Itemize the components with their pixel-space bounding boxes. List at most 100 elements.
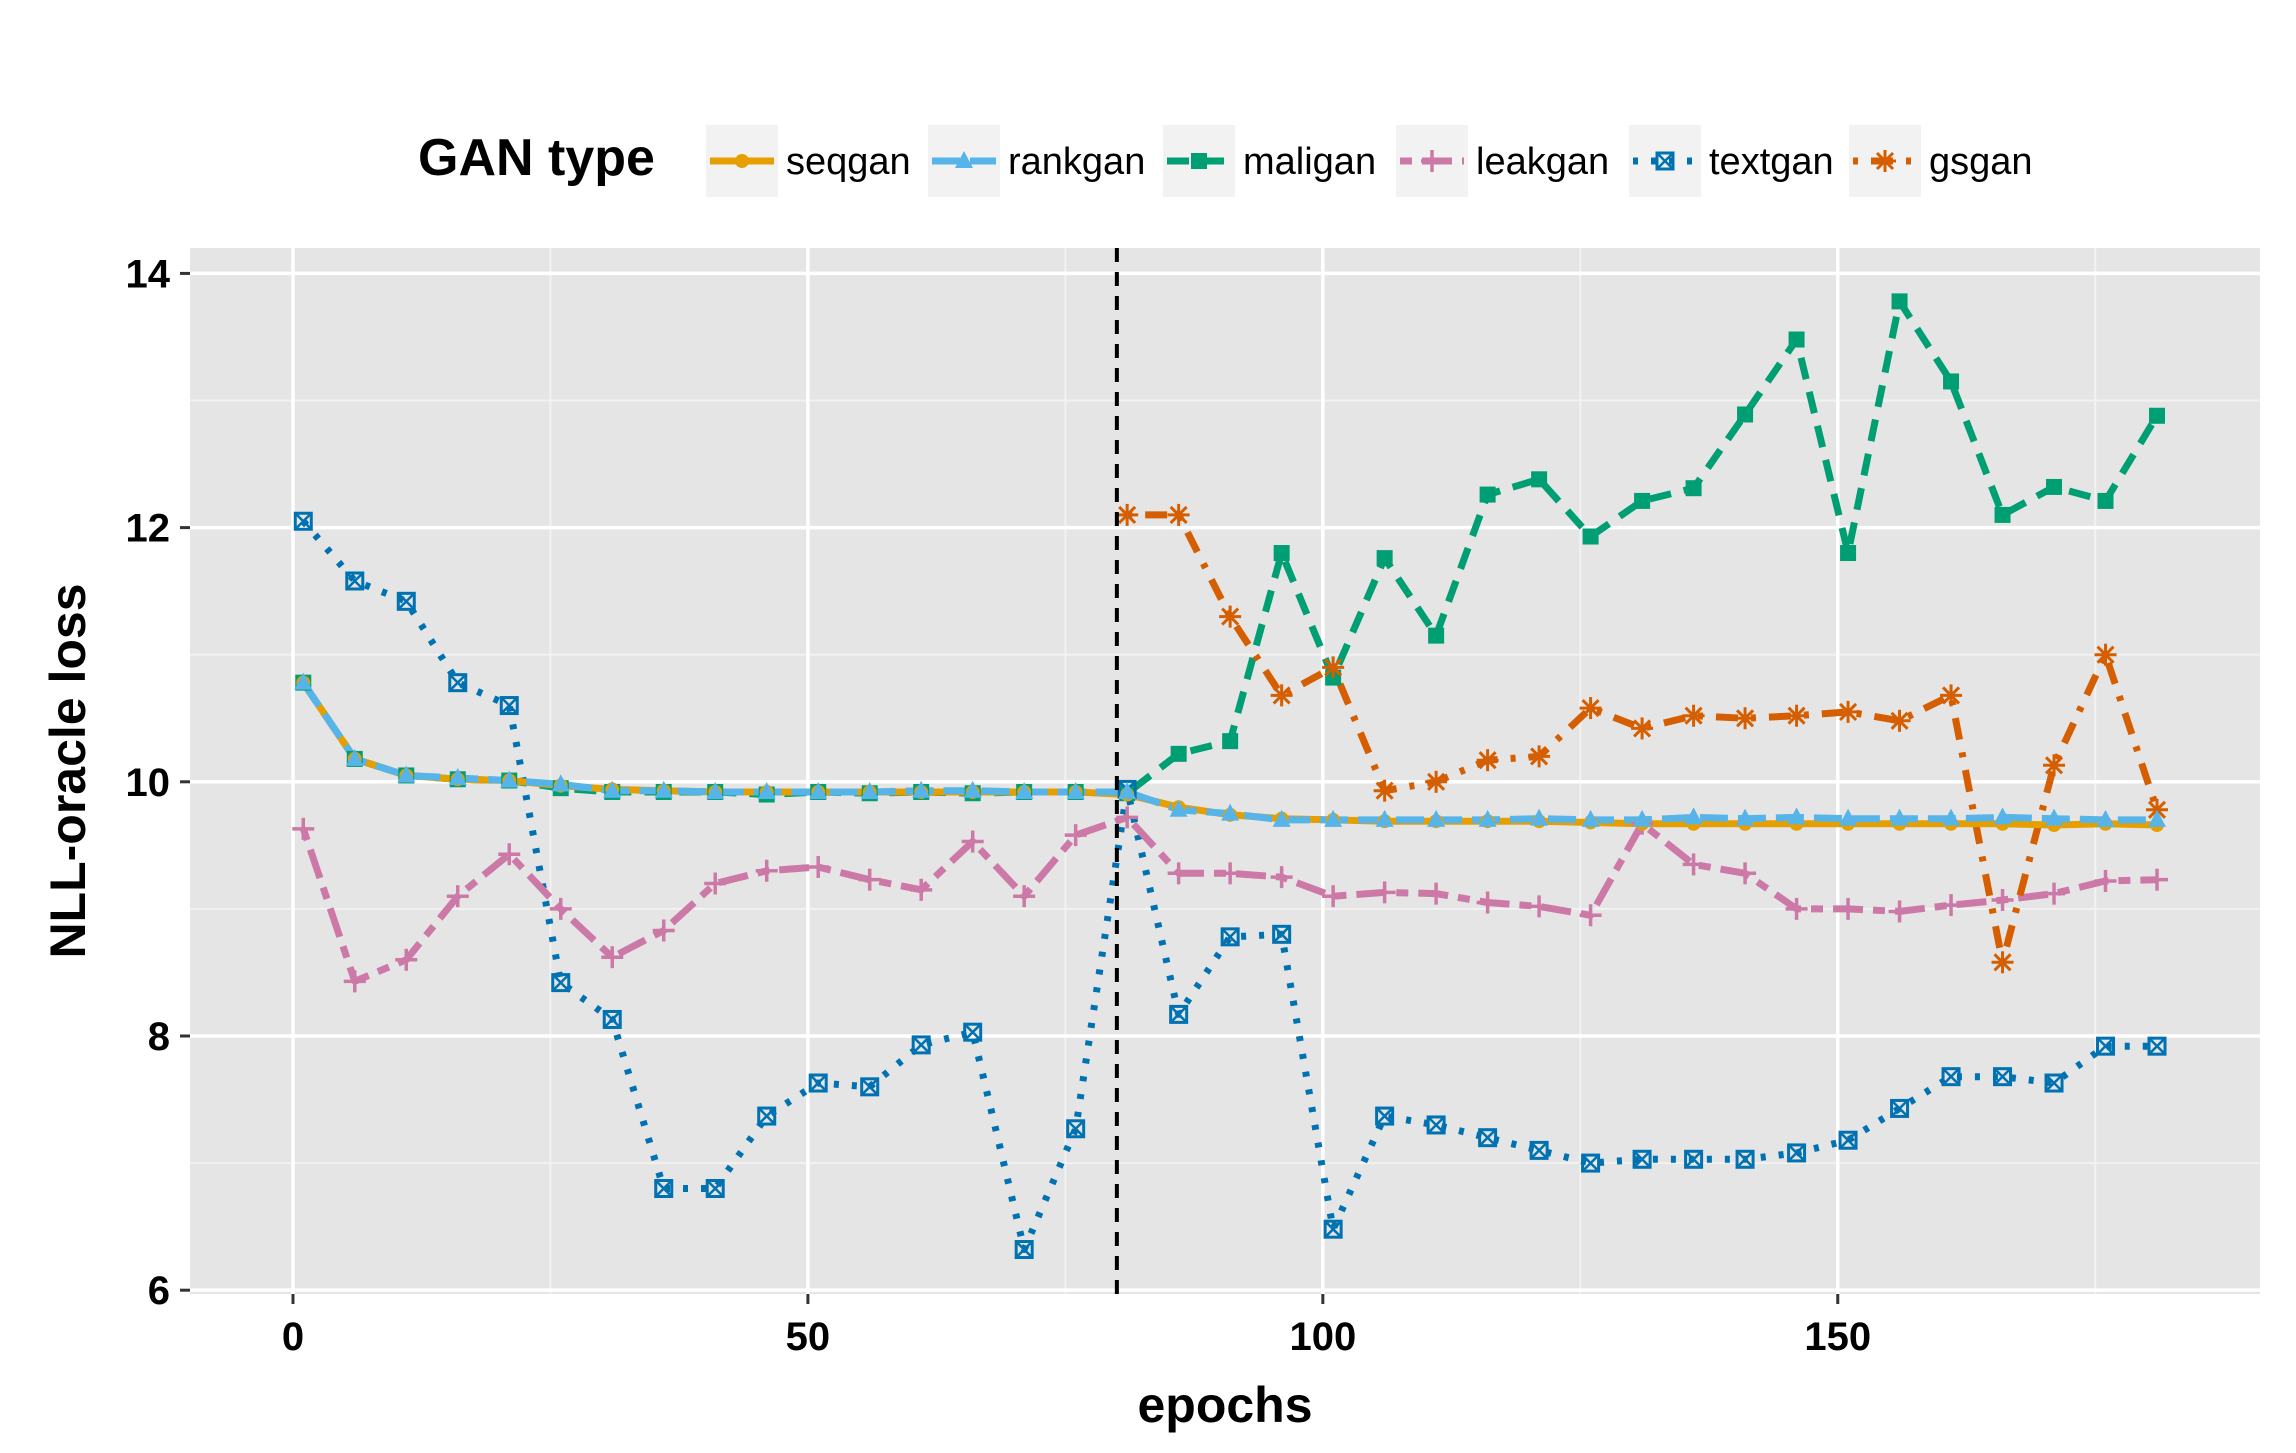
data-point-textgan xyxy=(1838,1130,1858,1150)
data-point-maligan xyxy=(1788,331,1805,348)
data-point-leakgan xyxy=(1837,897,1860,920)
data-point-rankgan xyxy=(2148,809,2167,827)
data-point-gsgan xyxy=(1270,684,1293,707)
data-point-leakgan xyxy=(807,855,830,878)
data-point-rankgan xyxy=(1427,809,1446,827)
data-point-gsgan xyxy=(1631,717,1654,740)
data-point-rankgan xyxy=(1375,809,1394,827)
axes: 0 50 100 150 6 8 10 12 14 xyxy=(126,252,1872,1359)
data-point-textgan xyxy=(757,1106,777,1126)
legend-label: gsgan xyxy=(1929,141,2033,183)
data-point-textgan xyxy=(1220,927,1240,947)
data-point-leakgan xyxy=(1682,853,1705,876)
data-point-rankgan xyxy=(1736,808,1755,826)
data-point-textgan xyxy=(2044,1073,2064,1093)
data-point-gsgan xyxy=(1940,684,1963,707)
data-point-leakgan xyxy=(601,946,624,969)
data-point-maligan xyxy=(2097,492,2114,509)
legend-item-leakgan: leakgan xyxy=(1396,125,1609,197)
data-point-leakgan xyxy=(1116,806,1139,829)
data-point-textgan xyxy=(1529,1140,1549,1160)
data-point-rankgan xyxy=(1890,808,1909,826)
data-point-rankgan xyxy=(603,780,622,798)
data-point-rankgan xyxy=(551,774,570,792)
series-points xyxy=(292,293,2169,1260)
x-tick-label: 0 xyxy=(282,1315,304,1359)
data-point-textgan xyxy=(2096,1036,2116,1056)
data-point-gsgan xyxy=(1991,951,2014,974)
data-point-leakgan xyxy=(1940,894,1963,917)
legend-key-marker xyxy=(735,154,749,168)
data-point-maligan xyxy=(1222,733,1239,750)
data-point-leakgan xyxy=(2146,868,2169,891)
data-point-leakgan xyxy=(1013,885,1036,908)
data-point-leakgan xyxy=(1476,891,1499,914)
y-tick-label: 8 xyxy=(148,1015,170,1059)
data-point-maligan xyxy=(1634,492,1651,509)
legend-label: textgan xyxy=(1709,141,1834,183)
data-point-gsgan xyxy=(1888,709,1911,732)
x-tick-label: 50 xyxy=(786,1315,831,1359)
data-point-textgan xyxy=(1272,924,1292,944)
data-point-leakgan xyxy=(1888,900,1911,923)
legend-key-marker xyxy=(1191,153,1207,169)
y-axis-title: NLL-oracle loss xyxy=(40,583,96,958)
legend-label: leakgan xyxy=(1476,141,1609,183)
data-point-textgan xyxy=(911,1035,931,1055)
y-tick-label: 6 xyxy=(148,1269,170,1313)
data-point-gsgan xyxy=(1682,704,1705,727)
data-point-maligan xyxy=(1737,406,1754,423)
data-point-textgan xyxy=(448,673,468,693)
data-point-textgan xyxy=(2147,1036,2167,1056)
data-point-rankgan xyxy=(1633,809,1652,827)
data-point-textgan xyxy=(1941,1067,1961,1087)
data-point-rankgan xyxy=(1942,808,1961,826)
data-point-textgan xyxy=(1375,1106,1395,1126)
legend-item-maligan: maligan xyxy=(1163,125,1376,197)
data-point-maligan xyxy=(2149,407,2166,424)
legend-key-marker xyxy=(1421,150,1443,172)
data-point-leakgan xyxy=(1064,824,1087,847)
legend-item-gsgan: gsgan xyxy=(1849,125,2033,197)
data-point-leakgan xyxy=(1270,866,1293,889)
data-point-gsgan xyxy=(1219,605,1242,628)
data-point-maligan xyxy=(1428,627,1445,644)
data-point-rankgan xyxy=(448,767,467,785)
data-point-rankgan xyxy=(1993,807,2012,825)
legend-item-seqgan: seqgan xyxy=(706,125,911,197)
data-point-textgan xyxy=(1684,1149,1704,1169)
data-point-gsgan xyxy=(1116,503,1139,526)
data-point-textgan xyxy=(1066,1119,1086,1139)
legend-item-textgan: textgan xyxy=(1629,125,1834,197)
data-point-leakgan xyxy=(498,843,521,866)
y-tick-label: 12 xyxy=(126,507,171,551)
data-point-textgan xyxy=(1323,1219,1343,1239)
data-point-gsgan xyxy=(1425,770,1448,793)
data-point-textgan xyxy=(1632,1149,1652,1169)
data-point-rankgan xyxy=(860,781,879,799)
data-point-rankgan xyxy=(1478,809,1497,827)
data-point-rankgan xyxy=(500,770,519,788)
data-point-textgan xyxy=(1993,1067,2013,1087)
legend-label: rankgan xyxy=(1008,141,1145,183)
data-point-leakgan xyxy=(292,817,315,840)
data-point-textgan xyxy=(293,511,313,531)
data-point-rankgan xyxy=(1787,807,1806,825)
data-point-rankgan xyxy=(1015,781,1034,799)
data-point-textgan xyxy=(860,1077,880,1097)
data-point-leakgan xyxy=(1322,885,1345,908)
data-point-rankgan xyxy=(1684,807,1703,825)
data-point-maligan xyxy=(1273,545,1290,562)
data-point-leakgan xyxy=(961,830,984,853)
x-axis-title: epochs xyxy=(1137,1377,1312,1433)
data-point-leakgan xyxy=(2094,869,2117,892)
data-point-rankgan xyxy=(809,781,828,799)
data-point-gsgan xyxy=(2043,754,2066,777)
data-point-textgan xyxy=(963,1022,983,1042)
data-point-maligan xyxy=(1994,506,2011,523)
data-point-gsgan xyxy=(1785,704,1808,727)
major-grid xyxy=(190,248,2260,1294)
legend-key-marker xyxy=(955,151,973,168)
data-point-textgan xyxy=(1735,1149,1755,1169)
